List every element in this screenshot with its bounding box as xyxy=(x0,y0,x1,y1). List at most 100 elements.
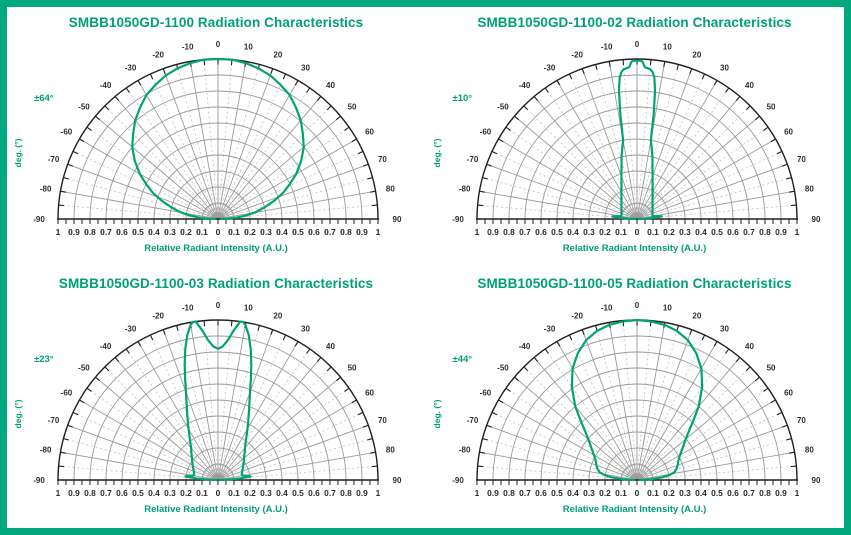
outer-arc-tick xyxy=(688,328,692,335)
grid-arc xyxy=(604,447,669,480)
radius-tick-label: 1 xyxy=(474,488,479,498)
angle-tick-label: -60 xyxy=(61,128,73,137)
outer-arc-tick xyxy=(485,424,492,428)
radius-tick-label: 0.5 xyxy=(292,488,304,498)
outer-arc-tick xyxy=(125,348,130,354)
radius-tick-label: 0.1 xyxy=(228,488,240,498)
grid-arc xyxy=(492,335,781,480)
angle-tick-label: -20 xyxy=(571,51,583,60)
radius-axis-label: Relative Radiant Intensity (A.U.) xyxy=(144,503,288,515)
grid-arc xyxy=(540,383,733,480)
radius-tick-label: 1 xyxy=(474,227,479,237)
grid-arc xyxy=(137,399,299,480)
radius-tick-label: 0.9 xyxy=(356,488,368,498)
angle-tick-label: 70 xyxy=(796,416,805,425)
grid-arc xyxy=(73,74,363,220)
outer-arc-tick xyxy=(257,324,260,331)
radius-tick-label: 0.6 xyxy=(535,227,547,237)
grid-arc xyxy=(105,106,331,220)
outer-arc-tick xyxy=(336,376,341,381)
outer-arc-tick xyxy=(485,163,492,167)
radius-tick-label: 0.4 xyxy=(148,227,160,237)
angle-tick-label: 60 xyxy=(784,388,793,397)
outer-arc-tick xyxy=(724,87,729,93)
radius-tick-label: 0.7 xyxy=(100,488,112,498)
grid-arc xyxy=(508,90,765,220)
angle-tick-label: 0 xyxy=(216,301,221,310)
outer-arc-tick xyxy=(86,126,92,131)
angle-tick-label: 20 xyxy=(692,311,701,320)
radiation-curve xyxy=(131,57,305,221)
angle-tick-label: 80 xyxy=(804,445,813,454)
outer-arc-tick xyxy=(745,365,751,371)
radius-tick-label: 1 xyxy=(376,227,381,237)
angle-tick-label: -70 xyxy=(466,155,478,164)
angle-axis-label: deg. (°) xyxy=(13,399,23,428)
radius-tick-label: 0.9 xyxy=(487,227,499,237)
outer-arc-tick xyxy=(367,437,373,441)
outer-arc-tick xyxy=(326,105,332,111)
outer-arc-tick xyxy=(63,177,69,180)
outer-arc-tick xyxy=(370,190,376,193)
radius-tick-label: 0.5 xyxy=(132,488,144,498)
radius-tick-label: 0.5 xyxy=(711,488,723,498)
grid-arc xyxy=(169,170,267,220)
angle-tick-label: 80 xyxy=(386,445,395,454)
grid-arc xyxy=(508,351,765,480)
outer-arc-tick xyxy=(357,150,364,155)
outer-arc-tick xyxy=(79,399,85,403)
radius-tick-label: 0.2 xyxy=(244,227,256,237)
radius-tick-label: 0.1 xyxy=(196,488,208,498)
radius-tick-label: 0.2 xyxy=(663,488,675,498)
grid-arc xyxy=(201,202,235,220)
radius-axis-label: Relative Radiant Intensity (A.U.) xyxy=(562,243,707,254)
half-intensity-angle-label: ±64° xyxy=(34,93,54,104)
angle-tick-label: 30 xyxy=(720,63,729,72)
outer-arc-tick xyxy=(294,340,299,346)
outer-arc-tick xyxy=(701,73,705,80)
outer-arc-tick xyxy=(776,411,782,415)
radius-tick-label: 0.1 xyxy=(196,227,208,237)
grid-arc xyxy=(604,186,669,220)
radius-tick-label: 0.7 xyxy=(100,227,112,237)
outer-arc-tick xyxy=(481,177,488,180)
outer-arc-tick xyxy=(270,68,274,75)
radius-tick-label: 0.2 xyxy=(663,227,675,237)
chart-title: SMBB1050GD-1100-02 Radiation Characteris… xyxy=(477,15,792,30)
grid-arc xyxy=(492,74,781,220)
radius-tick-label: 0.3 xyxy=(583,227,595,237)
outer-arc-tick xyxy=(60,190,66,193)
outer-arc-tick xyxy=(95,376,100,381)
angle-tick-label: -90 xyxy=(33,215,45,224)
outer-arc-tick xyxy=(568,334,572,340)
outer-arc-tick xyxy=(67,163,74,167)
radius-tick-label: 0.6 xyxy=(308,227,320,237)
radius-tick-label: 0.8 xyxy=(340,488,352,498)
grid-arc xyxy=(185,447,251,480)
outer-arc-tick xyxy=(544,348,549,354)
outer-arc-tick xyxy=(478,190,485,193)
outer-arc-tick xyxy=(505,387,511,392)
angle-tick-label: -80 xyxy=(40,185,52,194)
outer-arc-tick xyxy=(754,115,760,121)
outer-arc-tick xyxy=(86,387,92,392)
radius-tick-label: 0.2 xyxy=(599,227,611,237)
outer-arc-tick xyxy=(735,356,740,362)
radius-tick-label: 0.6 xyxy=(116,488,128,498)
outer-arc-tick xyxy=(581,328,585,335)
radius-tick-label: 0.9 xyxy=(68,227,80,237)
radius-tick-label: 0.9 xyxy=(487,488,499,498)
radius-tick-label: 1 xyxy=(56,488,61,498)
radius-tick-label: 0.7 xyxy=(743,227,755,237)
outer-arc-tick xyxy=(306,87,311,93)
angle-tick-label: -90 xyxy=(33,476,45,485)
radius-tick-label: 0.5 xyxy=(711,227,723,237)
radius-tick-label: 0.5 xyxy=(551,227,563,237)
outer-arc-tick xyxy=(114,356,120,362)
polar-plot: 1 0.9 0.8 0.7 0.6 0.5 0.4 0.3 0.2 0.1 0 0.1 0.2 0.3 0.… xyxy=(33,301,402,498)
grid-arc xyxy=(153,415,283,480)
grid-arc xyxy=(185,186,251,220)
outer-arc-tick xyxy=(367,177,373,180)
chart-title: SMBB1050GD-1100-05 Radiation Characteris… xyxy=(477,275,792,291)
radiation-chart-panel-3: SMBB1050GD-1100-03 Radiation Characteris… xyxy=(7,268,425,528)
